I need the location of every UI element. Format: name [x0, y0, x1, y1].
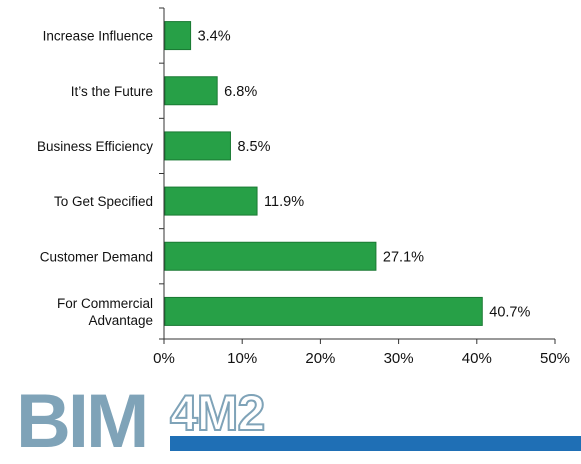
data-label: 11.9%: [264, 194, 304, 210]
logo-accent-bar: [170, 436, 581, 451]
bar: [164, 131, 231, 161]
bim4m2-logo: BIM 4M2: [0, 380, 581, 460]
data-label: 6.8%: [224, 84, 257, 100]
bar: [164, 241, 377, 271]
x-tick-label: 20%: [305, 350, 335, 367]
bar-chart: 3.4% Increase Influence 6.8% It’s the Futur…: [37, 7, 570, 367]
category-label: To Get Specified: [54, 194, 153, 209]
category-label: It’s the Future: [71, 84, 153, 99]
data-label: 27.1%: [383, 249, 424, 265]
bar: [164, 76, 218, 106]
bar: [164, 186, 258, 216]
x-tick-label: 40%: [462, 350, 492, 367]
x-tick-label: 10%: [227, 350, 257, 367]
category-label: Business Efficiency: [37, 139, 153, 154]
bar: [164, 21, 192, 51]
x-tick-label: 50%: [540, 350, 570, 367]
bar: [164, 296, 483, 326]
category-label: For Commercial Advantage: [57, 296, 153, 328]
logo-bim-text: BIM: [16, 379, 149, 464]
x-tick-label: 0%: [153, 350, 175, 367]
logo-4m2-text: 4M2: [169, 385, 266, 441]
x-tick-label: 30%: [384, 350, 414, 367]
data-label: 8.5%: [237, 139, 270, 155]
category-label: Customer Demand: [40, 249, 153, 264]
data-label: 3.4%: [198, 29, 231, 45]
category-label: Increase Influence: [43, 29, 153, 44]
data-label: 40.7%: [489, 304, 530, 320]
